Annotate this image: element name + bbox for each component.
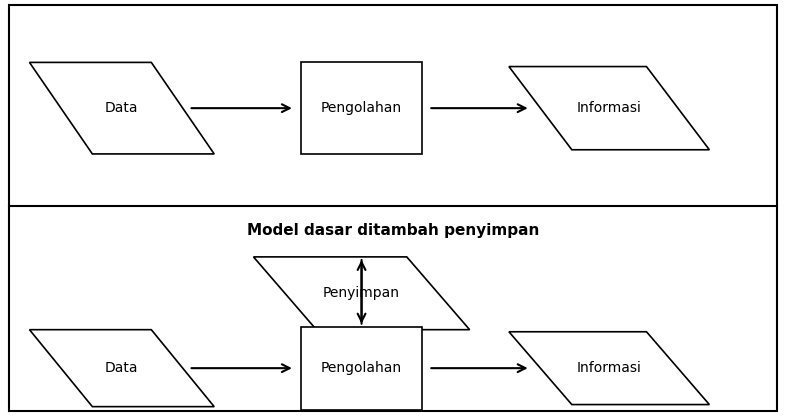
Polygon shape — [509, 332, 710, 404]
Polygon shape — [254, 257, 470, 329]
Polygon shape — [30, 329, 214, 407]
Polygon shape — [509, 67, 710, 150]
Text: Pengolahan: Pengolahan — [321, 101, 402, 115]
Text: Data: Data — [105, 361, 138, 375]
Text: Data: Data — [105, 101, 138, 115]
Text: Model dasar ditambah penyimpan: Model dasar ditambah penyimpan — [247, 223, 539, 238]
Text: Informasi: Informasi — [577, 101, 641, 115]
Bar — [300, 327, 423, 410]
Text: Penyimpan: Penyimpan — [323, 286, 400, 300]
Text: Pengolahan: Pengolahan — [321, 361, 402, 375]
Polygon shape — [30, 62, 214, 154]
Text: Informasi: Informasi — [577, 361, 641, 375]
Bar — [300, 62, 423, 154]
